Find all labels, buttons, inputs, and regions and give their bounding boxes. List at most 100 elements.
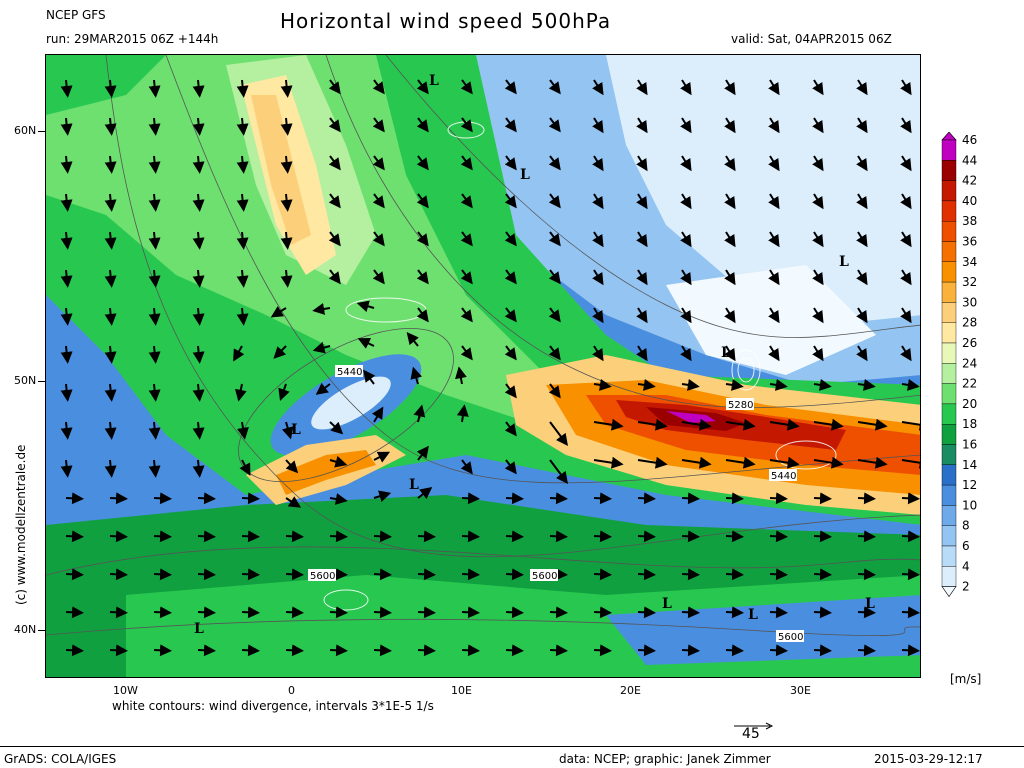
wind-arrow <box>104 193 117 212</box>
wind-arrow <box>60 155 73 174</box>
wind-arrow <box>461 492 480 505</box>
wind-arrow <box>312 341 331 354</box>
wind-arrow <box>900 269 912 286</box>
colorbar-cap-bottom <box>941 586 957 598</box>
wind-arrow <box>812 193 824 210</box>
wind-arrow <box>373 451 391 463</box>
wind-arrow <box>593 568 612 581</box>
colorbar: 46 44 42 40 38 36 34 32 30 28 26 24 22 20 18 16 14 12 10 8 6… <box>940 131 990 632</box>
wind-arrow <box>505 492 524 505</box>
wind-arrow <box>592 345 604 362</box>
wind-arrow <box>460 459 473 475</box>
wind-arrow <box>328 79 341 95</box>
wind-arrow <box>148 155 161 174</box>
wind-arrow <box>148 307 161 326</box>
wind-arrow <box>237 421 249 440</box>
wind-arrow <box>592 79 604 96</box>
wind-arrow <box>356 300 375 313</box>
wind-arrow <box>281 421 294 440</box>
colorbar-swatch <box>941 424 957 445</box>
colorbar-tick-label: 36 <box>962 235 977 249</box>
wind-arrow <box>504 459 517 475</box>
wind-arrow <box>315 382 331 395</box>
wind-arrow <box>592 117 604 134</box>
wind-arrow <box>636 155 648 172</box>
wind-arrow <box>637 530 656 543</box>
wind-arrow <box>372 117 385 133</box>
wind-arrow <box>900 155 912 172</box>
colorbar-tick-label: 28 <box>962 316 977 330</box>
wind-arrow <box>593 456 624 469</box>
wind-arrow <box>812 79 824 96</box>
wind-arrow <box>813 418 844 431</box>
low-marker: L <box>839 254 849 270</box>
wind-arrow <box>65 606 84 619</box>
wind-arrow <box>769 568 788 581</box>
wind-arrow <box>857 456 888 469</box>
wind-arrow <box>768 231 780 248</box>
wind-arrow <box>65 568 84 581</box>
height-label: 5600 <box>778 632 803 643</box>
wind-arrow <box>417 606 436 619</box>
wind-arrow <box>148 117 161 136</box>
wind-arrow <box>60 231 73 250</box>
grads-credit: GrADS: COLA/IGES <box>4 752 117 766</box>
colorbar-tick-label: 22 <box>962 377 977 391</box>
wind-arrow <box>285 530 304 543</box>
wind-arrow <box>813 492 832 505</box>
height-labels: 5440 5280 5440 5600 5600 5600 <box>308 365 804 643</box>
wind-arrow <box>504 307 517 323</box>
height-contours <box>46 55 920 637</box>
wind-arrow <box>505 644 524 657</box>
wind-arrow <box>197 492 216 505</box>
wind-arrow <box>456 404 469 423</box>
lat-label: 40N <box>14 623 37 636</box>
colorbar-tick-label: 18 <box>962 417 977 431</box>
wind-arrow <box>636 193 648 210</box>
wind-speed-map: L L L L L L L L L L 5440 5280 5440 5600 … <box>45 54 921 678</box>
wind-arrow <box>285 644 304 657</box>
wind-arrow <box>312 303 331 315</box>
wind-arrow <box>549 492 568 505</box>
wind-arrow <box>460 231 473 247</box>
wind-arrow <box>549 421 568 446</box>
wind-arrow <box>680 307 692 324</box>
low-marker: L <box>429 73 439 89</box>
low-marker: L <box>520 167 530 183</box>
colorbar-swatch <box>941 160 957 181</box>
wind-arrow <box>104 155 117 174</box>
wind-arrow <box>236 79 249 98</box>
wind-arrow <box>724 155 736 172</box>
colorbar-tick-label: 38 <box>962 214 977 228</box>
colorbar-tick-label: 40 <box>962 194 977 208</box>
wind-arrow <box>681 418 712 431</box>
wind-arrow <box>460 79 473 95</box>
colorbar-tick-label: 44 <box>962 153 977 167</box>
lat-tick <box>38 131 45 132</box>
wind-arrow <box>60 79 73 98</box>
wind-arrow <box>104 459 117 478</box>
wind-arrow <box>857 644 876 657</box>
wind-arrow <box>373 644 392 657</box>
wind-arrow <box>504 231 517 247</box>
wind-arrow <box>725 456 756 469</box>
wind-arrow <box>901 456 920 469</box>
colorbar-tick-label: 2 <box>962 580 970 594</box>
wind-arrow <box>681 530 700 543</box>
colorbar-swatch <box>941 403 957 425</box>
colorbar-tick-label: 42 <box>962 174 977 188</box>
colorbar-tick-label: 4 <box>962 559 970 573</box>
wind-arrow <box>681 378 700 391</box>
wind-arrow <box>504 345 517 361</box>
lon-label: 0 <box>288 684 295 697</box>
wind-arrow <box>548 155 561 171</box>
wind-arrow <box>148 193 161 212</box>
wind-arrow <box>636 79 648 96</box>
wind-arrow <box>769 456 800 469</box>
colorbar-swatch <box>941 200 957 222</box>
wind-arrow <box>812 345 824 362</box>
wind-arrow <box>768 269 780 286</box>
wind-arrow <box>900 231 912 248</box>
data-credit: data: NCEP; graphic: Janek Zimmer <box>559 752 771 766</box>
wind-arrow <box>593 418 624 431</box>
